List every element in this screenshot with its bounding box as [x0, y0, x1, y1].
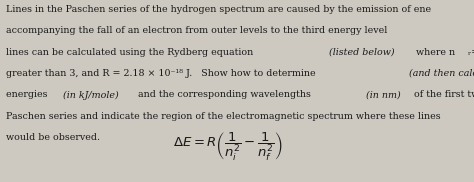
Text: (and then calculate): (and then calculate): [409, 69, 474, 78]
Text: $\Delta E = R\left(\dfrac{1}{n_i^2} - \dfrac{1}{n_f^2}\right)$: $\Delta E = R\left(\dfrac{1}{n_i^2} - \d…: [173, 131, 283, 163]
Text: where n: where n: [413, 48, 456, 56]
Text: (in kJ/mole): (in kJ/mole): [63, 90, 119, 100]
Text: (in nm): (in nm): [366, 90, 401, 99]
Text: greater than 3, and R = 2.18 × 10⁻¹⁸ J.   Show how to determine: greater than 3, and R = 2.18 × 10⁻¹⁸ J. …: [6, 69, 319, 78]
Text: lines can be calculated using the Rydberg equation: lines can be calculated using the Rydber…: [6, 48, 256, 56]
Text: of the first two lines in the: of the first two lines in the: [410, 90, 474, 99]
Text: (listed below): (listed below): [328, 48, 394, 56]
Text: Lines in the Paschen series of the hydrogen spectrum are caused by the emission : Lines in the Paschen series of the hydro…: [6, 5, 431, 13]
Text: energies: energies: [6, 90, 50, 99]
Text: Paschen series and indicate the region of the electromagnetic spectrum where the: Paschen series and indicate the region o…: [6, 112, 440, 121]
Text: accompanying the fall of an electron from outer levels to the third energy level: accompanying the fall of an electron fro…: [6, 26, 390, 35]
Text: and the corresponding wavelengths: and the corresponding wavelengths: [135, 90, 314, 99]
Text: would be observed.: would be observed.: [6, 133, 100, 142]
Text: ᵣ=3, n = an integer: ᵣ=3, n = an integer: [468, 48, 474, 56]
